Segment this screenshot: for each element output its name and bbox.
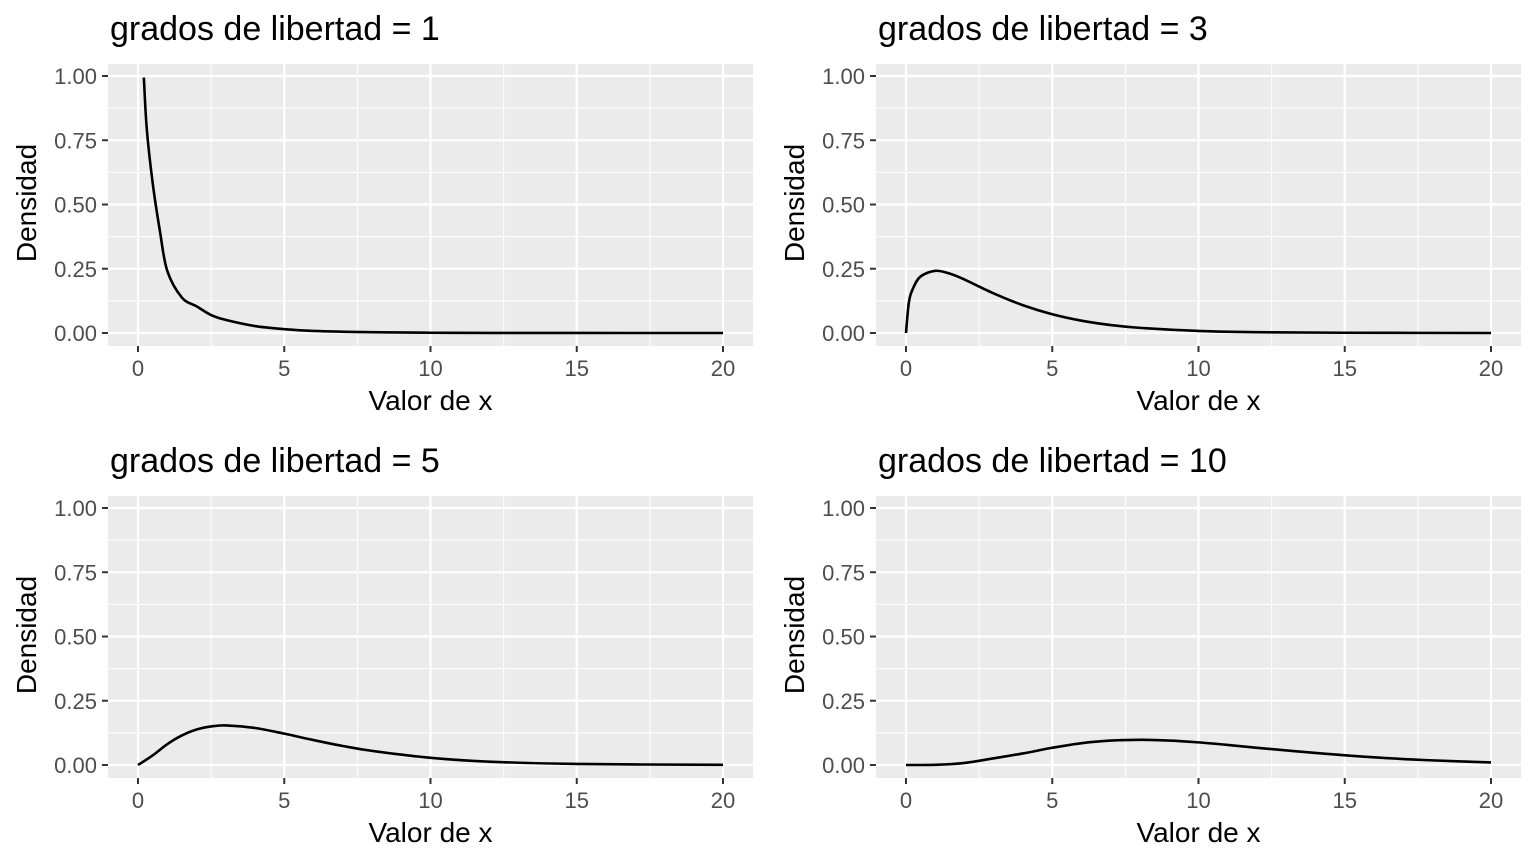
x-tick-label: 20 (1479, 788, 1503, 813)
density-line (905, 738, 1492, 767)
y-axis-title: Densidad (11, 576, 42, 694)
panel-title: grados de libertad = 3 (878, 10, 1208, 48)
y-tick-label: 0.50 (822, 625, 865, 650)
y-tick-label: 0.25 (822, 689, 865, 714)
panel-title: grados de libertad = 1 (110, 10, 440, 48)
x-tick-label: 15 (1333, 788, 1357, 813)
chart-panel-2: 0 5 10 15 20 0.00 0.25 0.50 0.75 1.00 grados de li… (779, 10, 1521, 416)
y-tick-label: 0.50 (54, 625, 97, 650)
y-tick-label: 0.00 (54, 753, 97, 778)
x-tick-label: 5 (1046, 788, 1058, 813)
density-line (904, 269, 1492, 335)
chart-panel-4: 0 5 10 15 20 0.00 0.25 0.50 0.75 1.00 grados de li… (779, 442, 1521, 848)
y-tick-label: 1.00 (54, 496, 97, 521)
y-tick-label: 0.00 (822, 753, 865, 778)
x-tick-label: 10 (418, 356, 442, 381)
chart-panel-1: 0 5 10 15 20 0.00 0.25 0.50 0.75 1.00 grados de li… (11, 10, 753, 416)
x-tick-label: 5 (278, 788, 290, 813)
x-tick-label: 10 (1186, 788, 1210, 813)
y-tick-label: 0.25 (54, 257, 97, 282)
x-axis-title: Valor de x (1137, 817, 1261, 848)
y-tick-label: 0.75 (54, 560, 97, 585)
density-line (137, 724, 724, 767)
y-axis-title: Densidad (11, 144, 42, 262)
x-tick-label: 15 (565, 788, 589, 813)
chart-panel-3: 0 5 10 15 20 0.00 0.25 0.50 0.75 1.00 grados de li… (11, 442, 753, 848)
y-tick-label: 0.50 (822, 193, 865, 218)
x-tick-label: 20 (711, 788, 735, 813)
y-tick-label: 0.75 (822, 560, 865, 585)
y-axis-title: Densidad (779, 576, 810, 694)
y-tick-label: 0.75 (54, 128, 97, 153)
x-tick-label: 5 (278, 356, 290, 381)
y-axis-title: Densidad (779, 144, 810, 262)
x-tick-label: 10 (1186, 356, 1210, 381)
x-axis-title: Valor de x (369, 817, 493, 848)
x-tick-label: 5 (1046, 356, 1058, 381)
y-tick-label: 0.00 (822, 321, 865, 346)
panel-title: grados de libertad = 10 (878, 442, 1227, 480)
x-tick-label: 0 (900, 788, 912, 813)
y-tick-label: 1.00 (54, 64, 97, 89)
x-tick-label: 10 (418, 788, 442, 813)
x-axis-title: Valor de x (369, 385, 493, 416)
x-tick-label: 15 (1333, 356, 1357, 381)
x-tick-label: 20 (711, 356, 735, 381)
x-tick-label: 0 (132, 788, 144, 813)
y-tick-label: 0.50 (54, 193, 97, 218)
x-tick-label: 20 (1479, 356, 1503, 381)
y-tick-label: 1.00 (822, 496, 865, 521)
y-tick-label: 0.75 (822, 128, 865, 153)
x-tick-label: 0 (132, 356, 144, 381)
x-tick-label: 0 (900, 356, 912, 381)
y-tick-label: 1.00 (822, 64, 865, 89)
density-line (142, 77, 724, 335)
y-tick-label: 0.00 (54, 321, 97, 346)
x-tick-label: 15 (565, 356, 589, 381)
x-axis-title: Valor de x (1137, 385, 1261, 416)
y-tick-label: 0.25 (54, 689, 97, 714)
y-tick-label: 0.25 (822, 257, 865, 282)
panel-title: grados de libertad = 5 (110, 442, 440, 480)
